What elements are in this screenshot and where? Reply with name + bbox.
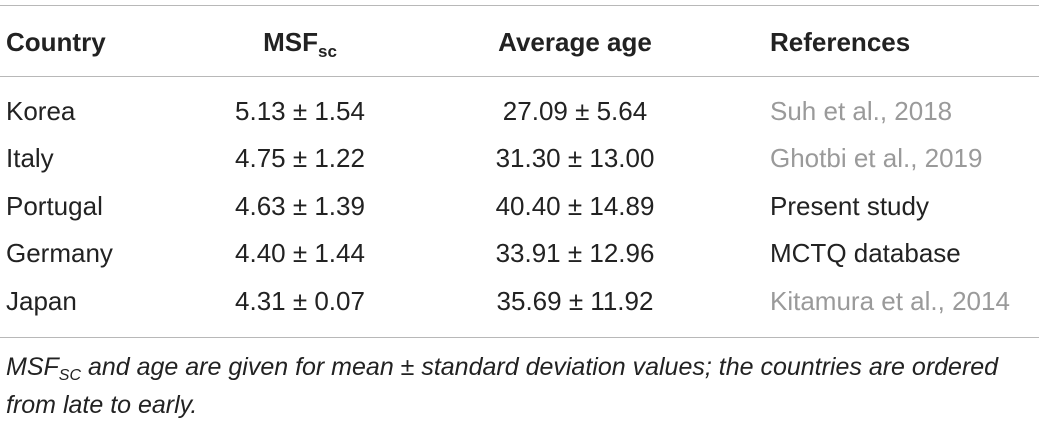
header-msf: MSFsc [200, 27, 400, 61]
header-msf-main: MSF [263, 27, 318, 57]
row-country: Germany [6, 238, 113, 268]
footnote-text: and age are given for mean ± standard de… [6, 353, 999, 419]
header-divider-rule [0, 76, 1039, 77]
row-age: 35.69 ± 11.92 [496, 286, 654, 316]
row-msf: 4.31 ± 0.07 [235, 286, 365, 316]
row-country: Italy [6, 143, 54, 173]
row-msf: 4.63 ± 1.39 [235, 191, 365, 221]
footnote-msf-subscript: SC [58, 367, 82, 384]
row-age: 27.09 ± 5.64 [502, 96, 648, 126]
row-country: Korea [6, 96, 76, 126]
row-reference-link[interactable]: Kitamura et al., 2014 [770, 286, 1010, 316]
row-reference: Present study [770, 191, 929, 221]
header-country: Country [6, 27, 106, 57]
table-bottom-rule [0, 337, 1039, 338]
row-msf: 4.40 ± 1.44 [235, 238, 365, 268]
row-country: Japan [6, 286, 77, 316]
footnote-msf: MSF [6, 353, 59, 381]
header-msf-subscript: sc [317, 42, 337, 61]
row-age: 31.30 ± 13.00 [495, 143, 655, 173]
row-msf: 4.75 ± 1.22 [235, 143, 365, 173]
header-references: References [770, 27, 911, 57]
row-reference-link[interactable]: Ghotbi et al., 2019 [770, 143, 983, 173]
header-average-age: Average age [498, 27, 652, 57]
row-age: 33.91 ± 12.96 [495, 238, 655, 268]
row-reference-link[interactable]: Suh et al., 2018 [770, 96, 953, 126]
table-footnote: MSFSC and age are given for mean ± stand… [6, 350, 1036, 422]
row-reference: MCTQ database [770, 238, 961, 268]
table-top-rule [0, 5, 1039, 6]
row-country: Portugal [6, 191, 103, 221]
row-msf: 5.13 ± 1.54 [235, 96, 365, 126]
row-age: 40.40 ± 14.89 [495, 191, 655, 221]
